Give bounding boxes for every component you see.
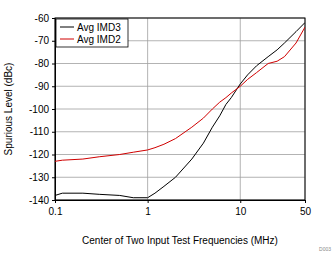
y-tick: -120	[29, 149, 55, 160]
y-tick-label: -100	[29, 104, 49, 115]
x-tick-label: 0.1	[49, 206, 63, 217]
x-axis: 0.1 1 10 50	[49, 200, 312, 217]
x-tick: 1	[145, 200, 151, 217]
y-axis: -140 -130 -120 -110 -100 -90 -80 -70 -60	[29, 13, 56, 206]
legend-swatch	[60, 39, 74, 40]
legend-swatch	[60, 27, 74, 28]
legend: Avg IMD3Avg IMD2	[56, 19, 128, 47]
x-tick: 50	[300, 200, 312, 217]
y-tick: -80	[35, 58, 55, 69]
x-tick: 0.1	[49, 200, 63, 217]
y-tick-label: -110	[30, 126, 50, 137]
x-tick-mark	[240, 200, 241, 203]
y-grid-line	[55, 86, 305, 87]
y-grid-line	[55, 131, 305, 132]
y-tick-label: -140	[29, 195, 49, 206]
y-grid-line	[55, 177, 305, 178]
x-tick-label: 10	[235, 206, 247, 217]
grid	[55, 18, 305, 200]
y-tick-label: -120	[29, 149, 49, 160]
legend-label: Avg IMD3	[77, 22, 121, 33]
y-tick: -70	[35, 35, 55, 46]
y-axis-title: Spurious Level (dBc)	[3, 63, 14, 156]
plot-frame	[55, 18, 305, 200]
y-grid-line	[55, 109, 305, 110]
x-tick-label: 1	[145, 206, 151, 217]
y-tick: -140	[29, 195, 55, 206]
y-tick-mark	[52, 86, 55, 87]
y-tick-mark	[52, 200, 55, 201]
y-tick: -110	[30, 126, 55, 137]
x-axis-line	[56, 200, 306, 201]
x-tick-mark	[148, 200, 149, 203]
y-tick: -130	[29, 172, 55, 183]
y-tick-mark	[52, 41, 55, 42]
series-line	[55, 23, 305, 198]
y-grid-line	[55, 154, 305, 155]
y-tick-label: -80	[35, 58, 50, 69]
y-tick: -100	[29, 104, 55, 115]
legend-label: Avg IMD2	[77, 34, 121, 45]
y-tick-mark	[52, 64, 55, 65]
plot-area	[55, 23, 305, 198]
y-tick-label: -130	[29, 172, 49, 183]
y-tick: -60	[35, 13, 55, 24]
y-tick-label: -90	[35, 81, 50, 92]
y-tick-label: -70	[35, 35, 50, 46]
annotation: D003	[319, 246, 331, 252]
legend-box	[56, 19, 128, 47]
y-tick-mark	[52, 132, 55, 133]
y-tick-label: -60	[35, 13, 50, 24]
chart: 0.1 1 10 50 -140 -130 -120 -110 -100 -90 -80 -70 -60…	[0, 0, 334, 254]
x-tick-label: 50	[300, 206, 312, 217]
x-tick-mark	[305, 200, 306, 203]
x-tick: 10	[235, 200, 247, 217]
y-tick-mark	[52, 109, 55, 110]
y-tick-mark	[52, 18, 55, 19]
y-tick-mark	[52, 177, 55, 178]
x-axis-title: Center of Two Input Test Frequencies (MH…	[82, 235, 278, 246]
y-tick-mark	[52, 155, 55, 156]
y-tick: -90	[35, 81, 55, 92]
